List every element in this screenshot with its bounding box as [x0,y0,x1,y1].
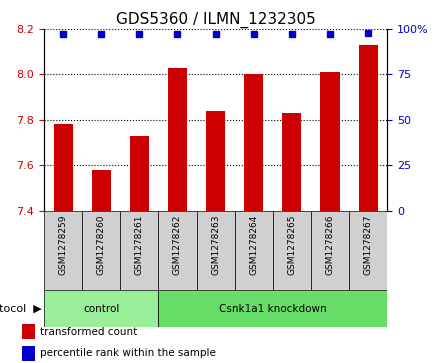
Text: GSM1278267: GSM1278267 [363,215,373,275]
Text: GSM1278259: GSM1278259 [59,215,68,275]
Text: Csnk1a1 knockdown: Csnk1a1 knockdown [219,303,326,314]
Bar [54,124,73,211]
Title: GDS5360 / ILMN_1232305: GDS5360 / ILMN_1232305 [116,12,315,28]
Bar [22,324,35,339]
Bar [244,74,263,211]
Bar [311,211,349,290]
Bar [206,111,225,211]
Text: control: control [83,303,119,314]
Text: GSM1278264: GSM1278264 [249,215,258,275]
Bar [44,290,158,327]
Text: GSM1278265: GSM1278265 [287,215,297,275]
Bar [158,290,387,327]
Bar [44,211,82,290]
Bar [120,211,158,290]
Bar [282,113,301,211]
Bar [92,170,111,211]
Bar [158,211,197,290]
Text: transformed count: transformed count [40,327,137,337]
Bar [22,346,35,361]
Bar [197,211,235,290]
Text: percentile rank within the sample: percentile rank within the sample [40,348,216,358]
Bar [349,211,387,290]
Bar [168,68,187,211]
Text: GSM1278263: GSM1278263 [211,215,220,275]
Bar [273,211,311,290]
Text: GSM1278261: GSM1278261 [135,215,144,275]
Bar [359,45,378,211]
Bar [235,211,273,290]
Bar [82,211,120,290]
Text: GSM1278260: GSM1278260 [97,215,106,275]
Text: GSM1278266: GSM1278266 [326,215,334,275]
Text: GSM1278262: GSM1278262 [173,215,182,275]
Text: protocol  ▶: protocol ▶ [0,303,42,314]
Bar [320,72,340,211]
Bar [130,136,149,211]
